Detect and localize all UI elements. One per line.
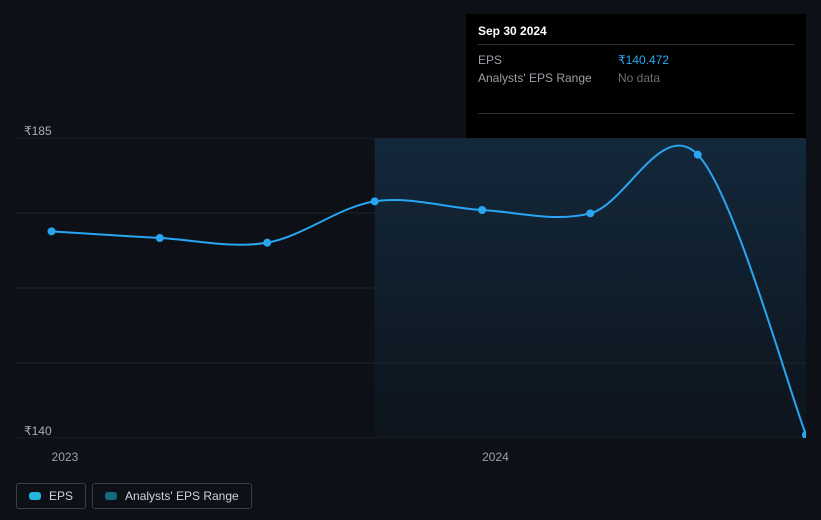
- tooltip-range-label: Analysts' EPS Range: [478, 71, 618, 85]
- chart-tooltip: Sep 30 2024 EPS ₹140.472 Analysts' EPS R…: [466, 14, 806, 144]
- eps-chart: Sep 30 2024 EPS ₹140.472 Analysts' EPS R…: [0, 0, 821, 520]
- tooltip-date: Sep 30 2024: [478, 24, 794, 45]
- legend-swatch-range: [105, 492, 117, 500]
- legend-item-eps[interactable]: EPS: [16, 483, 86, 509]
- tooltip-range-value: No data: [618, 71, 660, 85]
- data-point-4[interactable]: [478, 206, 486, 214]
- legend-item-range[interactable]: Analysts' EPS Range: [92, 483, 252, 509]
- data-point-5[interactable]: [586, 209, 594, 217]
- x-axis-tick-2024: 2024: [482, 450, 509, 464]
- data-point-6[interactable]: [694, 151, 702, 159]
- chart-legend: EPS Analysts' EPS Range: [16, 483, 252, 509]
- legend-label-range: Analysts' EPS Range: [125, 489, 239, 503]
- data-point-3[interactable]: [371, 197, 379, 205]
- data-point-1[interactable]: [156, 234, 164, 242]
- tooltip-eps-label: EPS: [478, 53, 618, 67]
- y-axis-tick-185: ₹185: [24, 124, 52, 138]
- x-axis-tick-2023: 2023: [52, 450, 79, 464]
- legend-swatch-eps: [29, 492, 41, 500]
- data-point-0[interactable]: [48, 227, 56, 235]
- tooltip-eps-value: ₹140.472: [618, 53, 669, 67]
- legend-label-eps: EPS: [49, 489, 73, 503]
- chart-plot-area[interactable]: [16, 138, 806, 438]
- data-point-2[interactable]: [263, 239, 271, 247]
